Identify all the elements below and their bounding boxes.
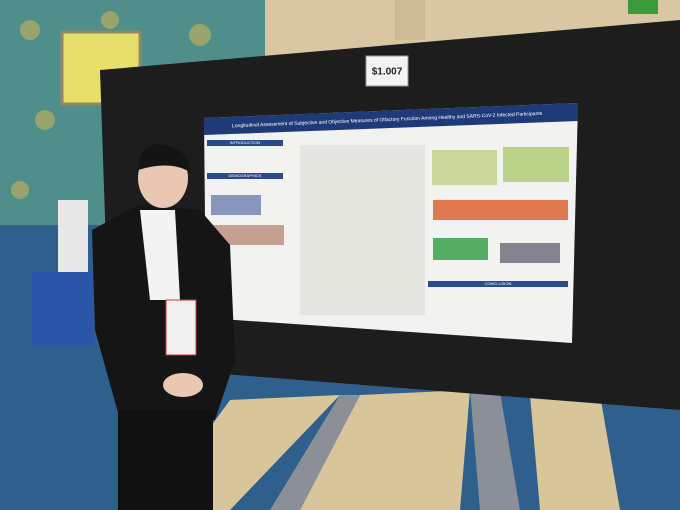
poster-figures bbox=[211, 145, 569, 315]
poster-header bbox=[204, 103, 578, 135]
section-heading: INTRODUCTION bbox=[230, 140, 261, 145]
board-number: $1.007 bbox=[372, 67, 403, 78]
section-heading: DEMOGRAPHICS bbox=[229, 173, 262, 178]
person bbox=[92, 144, 235, 510]
exit-sign bbox=[628, 0, 658, 14]
poster-sections: INTRODUCTION DEMOGRAPHICS CONCLUSION bbox=[207, 140, 568, 287]
table bbox=[32, 272, 94, 347]
carpet-stripe bbox=[530, 395, 620, 510]
curtain-pattern bbox=[11, 11, 249, 199]
pillar bbox=[395, 0, 425, 40]
banner bbox=[58, 200, 88, 272]
carpet-stripe bbox=[470, 390, 520, 510]
carpet-stripe bbox=[270, 395, 360, 510]
carpet-stripe bbox=[300, 390, 470, 510]
section-heading: CONCLUSION bbox=[485, 281, 512, 286]
board-sign bbox=[365, 55, 409, 87]
